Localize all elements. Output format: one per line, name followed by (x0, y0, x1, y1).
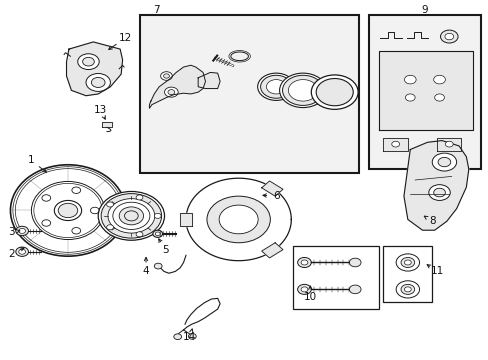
Circle shape (404, 75, 415, 84)
Circle shape (257, 73, 294, 100)
Circle shape (78, 54, 99, 69)
Text: 2: 2 (8, 248, 15, 258)
Bar (140, 15, 358, 173)
Circle shape (154, 213, 161, 219)
Circle shape (153, 230, 162, 237)
Polygon shape (180, 213, 192, 226)
Circle shape (316, 78, 352, 106)
Text: 8: 8 (428, 216, 435, 226)
Circle shape (206, 196, 270, 243)
Circle shape (113, 202, 150, 229)
Circle shape (16, 226, 28, 235)
Circle shape (440, 30, 457, 43)
Circle shape (433, 188, 445, 197)
Circle shape (297, 284, 311, 294)
Circle shape (405, 94, 414, 101)
Polygon shape (198, 72, 220, 89)
Circle shape (90, 207, 99, 214)
Circle shape (431, 153, 456, 171)
Polygon shape (261, 181, 283, 196)
Bar (383, 246, 431, 302)
Text: 1: 1 (27, 155, 34, 165)
Circle shape (260, 75, 291, 98)
Text: 14: 14 (183, 332, 196, 342)
Circle shape (91, 77, 105, 87)
Polygon shape (261, 243, 283, 258)
Polygon shape (436, 138, 461, 150)
Circle shape (72, 228, 81, 234)
Circle shape (445, 141, 452, 147)
Polygon shape (378, 51, 472, 130)
Text: 3: 3 (8, 227, 15, 237)
Polygon shape (149, 65, 205, 108)
Circle shape (164, 87, 178, 97)
Circle shape (119, 207, 143, 225)
Polygon shape (403, 140, 468, 230)
Text: 5: 5 (162, 245, 168, 255)
Circle shape (154, 263, 162, 269)
Text: 12: 12 (118, 33, 131, 43)
Circle shape (108, 199, 155, 233)
Bar (368, 15, 480, 169)
Circle shape (106, 202, 113, 207)
Text: 13: 13 (94, 105, 107, 115)
Circle shape (42, 195, 51, 201)
Circle shape (301, 287, 307, 292)
Circle shape (82, 57, 94, 66)
Circle shape (437, 157, 450, 167)
Text: 10: 10 (303, 292, 316, 302)
Circle shape (282, 75, 323, 105)
Circle shape (444, 33, 453, 40)
Circle shape (106, 225, 113, 230)
Circle shape (160, 72, 172, 80)
Bar (293, 246, 378, 309)
Circle shape (155, 232, 160, 235)
Polygon shape (102, 122, 112, 127)
Circle shape (58, 203, 78, 218)
Circle shape (54, 201, 81, 221)
Circle shape (311, 75, 357, 109)
Circle shape (288, 80, 317, 101)
Circle shape (297, 257, 311, 267)
Polygon shape (383, 138, 407, 150)
Circle shape (400, 284, 414, 294)
Circle shape (348, 258, 360, 267)
Circle shape (42, 220, 51, 226)
Circle shape (136, 195, 142, 200)
Polygon shape (185, 178, 291, 261)
Circle shape (395, 254, 419, 271)
Text: 9: 9 (421, 5, 427, 15)
Circle shape (163, 74, 169, 78)
Circle shape (433, 75, 445, 84)
Circle shape (19, 249, 25, 254)
Circle shape (188, 333, 196, 339)
Circle shape (98, 192, 164, 240)
Circle shape (173, 334, 181, 339)
Circle shape (124, 211, 138, 221)
Text: 7: 7 (153, 5, 160, 15)
Circle shape (101, 194, 161, 238)
Circle shape (86, 73, 110, 91)
Circle shape (19, 228, 25, 233)
Circle shape (391, 141, 399, 147)
Circle shape (395, 281, 419, 298)
Text: 6: 6 (272, 191, 279, 201)
Circle shape (266, 80, 285, 94)
Circle shape (219, 205, 258, 234)
Polygon shape (66, 42, 122, 96)
Circle shape (72, 187, 81, 193)
Text: 11: 11 (429, 266, 443, 276)
Text: 4: 4 (142, 266, 149, 276)
Circle shape (136, 232, 142, 237)
Circle shape (404, 287, 410, 292)
Circle shape (434, 94, 444, 101)
Circle shape (400, 257, 414, 267)
Circle shape (348, 285, 360, 294)
Circle shape (301, 260, 307, 265)
Circle shape (404, 260, 410, 265)
Circle shape (167, 90, 174, 95)
Circle shape (279, 73, 326, 108)
Circle shape (16, 247, 28, 256)
Circle shape (428, 185, 449, 201)
